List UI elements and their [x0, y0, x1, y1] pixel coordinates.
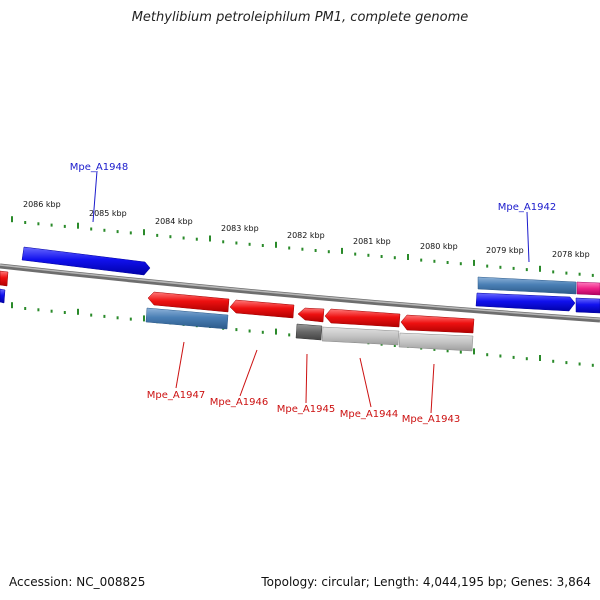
gene-mpe-a1942[interactable]	[477, 276, 577, 295]
gene-mpe-a1947[interactable]	[147, 291, 230, 313]
gene-label-mpe-a1942[interactable]: Mpe_A1942	[498, 202, 556, 213]
scale-ticks-top	[11, 216, 594, 277]
gene-forward[interactable]	[575, 297, 600, 314]
gene-reverse[interactable]	[398, 332, 474, 352]
label-leader	[526, 211, 530, 263]
gene-mpe-a1943[interactable]	[400, 314, 475, 334]
scale-label: 2084 kbp	[155, 217, 193, 226]
scale-label: 2086 kbp	[23, 200, 61, 209]
reverse-strand-genes	[145, 291, 475, 352]
genome-summary-text: Topology: circular; Length: 4,044,195 bp…	[261, 575, 591, 589]
scale-label: 2078 kbp	[552, 250, 590, 259]
gene-forward[interactable]	[475, 292, 576, 312]
label-leader	[239, 349, 258, 397]
scale-label: 2085 kbp	[89, 209, 127, 218]
label-leader	[92, 170, 98, 223]
gene-partial[interactable]	[0, 288, 6, 304]
gene-mpe-a1948[interactable]	[21, 246, 151, 276]
gene-mpe-a1945[interactable]	[297, 307, 325, 323]
label-leader	[305, 353, 308, 404]
gene-label-mpe-a1943[interactable]: Mpe_A1943	[402, 414, 460, 425]
scale-label: 2080 kbp	[420, 242, 458, 251]
genome-backbone	[0, 263, 600, 323]
forward-strand-genes	[0, 246, 600, 314]
label-leader	[359, 357, 372, 408]
gene-label-mpe-a1946[interactable]: Mpe_A1946	[210, 397, 268, 408]
gene-forward[interactable]	[576, 281, 600, 296]
accession-text: Accession: NC_008825	[9, 575, 146, 589]
gene-label-mpe-a1948[interactable]: Mpe_A1948	[70, 162, 128, 173]
gene-reverse[interactable]	[321, 326, 400, 346]
scale-label: 2081 kbp	[353, 237, 391, 246]
gene-reverse[interactable]	[295, 323, 323, 341]
gene-mpe-a1946[interactable]	[229, 299, 295, 319]
map-title: Methylibium petroleiphilum PM1, complete…	[131, 10, 469, 25]
label-leader	[430, 363, 435, 414]
gene-label-mpe-a1947[interactable]: Mpe_A1947	[147, 390, 205, 401]
scale-label: 2079 kbp	[486, 246, 524, 255]
gene-mpe-a1944[interactable]	[324, 308, 401, 328]
label-leader	[175, 341, 185, 389]
gene-label-mpe-a1944[interactable]: Mpe_A1944	[340, 409, 398, 420]
scale-label: 2083 kbp	[221, 224, 259, 233]
gene-label-mpe-a1945[interactable]: Mpe_A1945	[277, 404, 335, 415]
gene-partial[interactable]	[0, 270, 9, 287]
scale-label: 2082 kbp	[287, 231, 325, 240]
gene-reverse[interactable]	[145, 307, 229, 330]
